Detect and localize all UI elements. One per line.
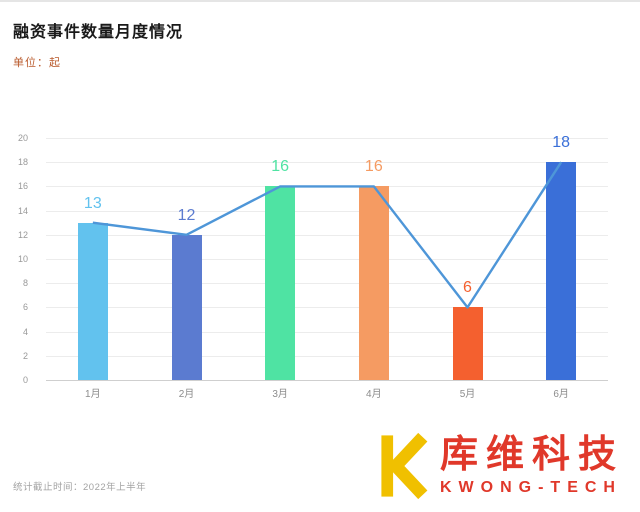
- logo: 库维科技 KWONG-TECH: [376, 428, 624, 504]
- gridline: [46, 355, 608, 357]
- bar-value-label: 18: [552, 134, 571, 152]
- gridline: [46, 331, 608, 333]
- gridline: [46, 186, 608, 188]
- bar-3月: [265, 186, 296, 380]
- y-axis-tick-label: 20: [17, 133, 28, 143]
- bar-value-label: 6: [463, 279, 472, 297]
- x-axis-label: 6月: [553, 389, 569, 400]
- gridline: [46, 138, 608, 139]
- bar-5月: [452, 307, 483, 380]
- bar-4月: [358, 186, 389, 380]
- logo-k-mark-icon: [381, 432, 428, 500]
- x-axis-label: 1月: [85, 389, 101, 400]
- x-axis-label: 4月: [366, 389, 382, 400]
- bar-value-label: 16: [271, 158, 290, 176]
- bar-2月: [171, 234, 202, 380]
- y-axis-tick-label: 12: [17, 229, 28, 240]
- y-axis-tick-label: 2: [22, 350, 28, 361]
- x-axis-label: 5月: [459, 389, 476, 400]
- logo-text: 库维科技 KWONG-TECH: [439, 434, 624, 496]
- y-axis-tick-label: 8: [22, 278, 28, 289]
- gridline: [46, 234, 608, 236]
- gridline: [46, 283, 608, 285]
- page-title: 融资事件数量月度情况: [13, 24, 184, 41]
- gridline: [46, 210, 608, 212]
- x-axis-label: 3月: [272, 389, 288, 400]
- bar-value-label: 13: [83, 194, 102, 212]
- y-axis-tick-label: 10: [17, 254, 28, 264]
- gridline: [46, 259, 608, 260]
- y-axis-tick-label: 18: [17, 157, 28, 168]
- y-axis-tick-label: 4: [22, 326, 28, 337]
- y-axis-tick-label: 16: [17, 181, 28, 192]
- logo-name-cn: 库维科技: [439, 434, 624, 477]
- bar-1月: [77, 222, 108, 380]
- gridline: [46, 162, 608, 164]
- unit-label: 单位：起: [13, 57, 61, 69]
- logo-name-en: KWONG-TECH: [439, 478, 622, 496]
- bar-value-label: 16: [364, 158, 383, 176]
- y-axis-tick-label: 6: [22, 302, 28, 313]
- bar-value-label: 12: [177, 206, 196, 224]
- x-axis-label: 2月: [178, 389, 195, 400]
- gridline: [46, 307, 608, 309]
- x-axis-line: [46, 380, 608, 381]
- bar-6月: [546, 162, 577, 380]
- y-axis-tick-label: 14: [17, 205, 28, 216]
- footer-note: 统计截止时间：2022年上半年: [13, 482, 147, 493]
- y-axis-tick-label: 0: [22, 375, 28, 385]
